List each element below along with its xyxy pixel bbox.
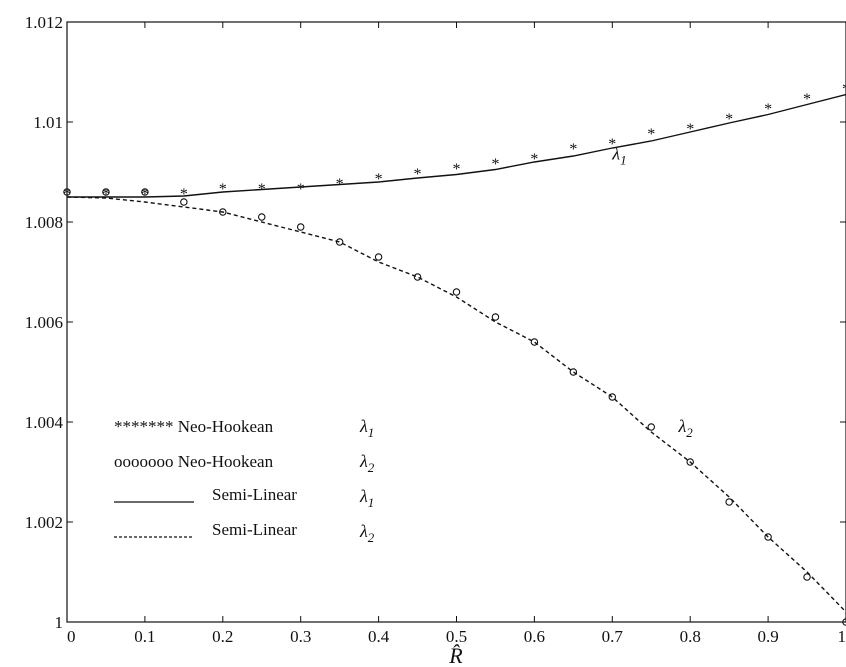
circle-point — [647, 423, 655, 431]
circle-point — [102, 188, 110, 196]
x-tick-label: 0.2 — [212, 627, 233, 646]
circle-point — [530, 338, 539, 346]
x-tick-label: 0.8 — [680, 627, 701, 646]
star-point: * — [375, 171, 383, 188]
legend-label: Semi-Linear — [212, 520, 297, 539]
x-tick-label: 0 — [67, 627, 76, 646]
y-tick-label: 1.004 — [25, 413, 64, 432]
star-point: * — [686, 121, 694, 138]
x-tick-label: 0.6 — [524, 627, 545, 646]
curve-annotation: λ2 — [678, 416, 694, 440]
star-point: * — [141, 186, 149, 203]
circle-point — [374, 253, 383, 261]
y-tick-label: 1.01 — [33, 113, 63, 132]
y-tick-label: 1.008 — [25, 213, 63, 232]
series-line-solid — [67, 93, 846, 198]
star-point: * — [297, 181, 305, 198]
series-markers: * * * * * * * * * * * * * * * * * * * * * — [63, 81, 846, 626]
y-axis-ticks: 1 1.002 1.004 1.006 1.008 1.01 1.012 — [25, 13, 846, 632]
circle-point — [219, 208, 227, 216]
y-tick-label: 1.006 — [25, 313, 63, 332]
y-tick-label: 1.012 — [25, 13, 63, 32]
x-tick-label: 0.4 — [368, 627, 390, 646]
star-point: * — [803, 91, 811, 108]
star-point: * — [569, 141, 577, 158]
star-point: * — [414, 166, 422, 183]
star-point: * — [219, 181, 227, 198]
y-tick-label: 1 — [55, 613, 64, 632]
star-point: * — [842, 81, 846, 98]
curve-annotations: λ1 λ2 — [611, 144, 693, 441]
y-tick-label: 1.002 — [25, 513, 63, 532]
star-point: * — [725, 111, 733, 128]
circle-point — [491, 313, 500, 321]
x-tick-label: 0.3 — [290, 627, 311, 646]
circle-point — [63, 188, 71, 196]
legend-label: Semi-Linear — [212, 485, 297, 504]
legend-symbol: λ2 — [359, 451, 375, 475]
legend-symbol: λ1 — [359, 416, 374, 440]
circle-point — [257, 213, 266, 221]
circle-point — [686, 458, 694, 466]
circle-point — [335, 238, 344, 246]
x-axis-label: R̂ — [448, 643, 463, 667]
x-tick-label: 0.9 — [757, 627, 778, 646]
x-axis-ticks: 0 0.1 0.2 0.3 0.4 0.5 0.6 0.7 0.8 0.9 1 — [66, 22, 846, 646]
circle-point — [452, 288, 461, 296]
star-point: * — [608, 136, 616, 153]
star-point: * — [530, 151, 538, 168]
star-point: * — [180, 186, 188, 203]
legend-symbol: λ1 — [359, 486, 374, 510]
legend-marker-text: ******* Neo-Hookean — [114, 417, 274, 436]
star-point: * — [764, 101, 772, 118]
star-point: * — [491, 156, 499, 173]
x-tick-label: 1 — [838, 627, 846, 646]
circle-point — [569, 368, 578, 376]
curve-annotation: λ1 — [611, 144, 626, 168]
circle-point — [803, 573, 811, 581]
circle-point — [725, 498, 733, 506]
x-tick-label: 0.1 — [134, 627, 155, 646]
legend-symbol: λ2 — [359, 521, 375, 545]
series-lines — [66, 93, 846, 613]
circle-point — [764, 533, 772, 541]
series-line-dashed — [66, 196, 846, 613]
star-point: * — [63, 186, 71, 203]
star-point: * — [336, 176, 344, 193]
x-tick-label: 0.7 — [602, 627, 624, 646]
star-point: * — [647, 126, 655, 143]
circle-point — [608, 393, 617, 401]
legend-marker-text: ooooooo Neo-Hookean — [114, 452, 274, 471]
star-point: * — [453, 161, 461, 178]
circle-point — [180, 198, 188, 206]
circle-point — [141, 188, 149, 196]
circle-point — [413, 273, 422, 281]
x-tick-label: 0.5 — [446, 627, 467, 646]
star-point: * — [102, 186, 110, 203]
circle-point — [296, 223, 305, 231]
star-point: * — [258, 181, 266, 198]
legend: ******* Neo-Hookean λ1 ooooooo Neo-Hookean… — [114, 416, 375, 545]
